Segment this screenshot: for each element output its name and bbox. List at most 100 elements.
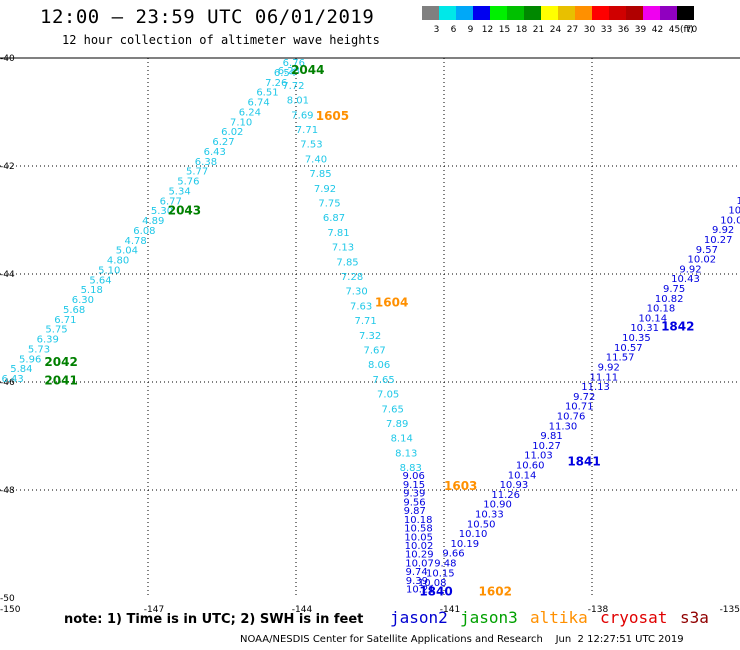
legend-label: 27 — [567, 25, 578, 35]
legend-swatch — [677, 6, 694, 20]
graticule — [0, 58, 740, 598]
lat-tick-label: -46 — [0, 378, 15, 388]
wave-height-label: 7.85 — [309, 169, 331, 180]
time-label: 2043 — [168, 204, 201, 218]
lon-tick-label: -135 — [720, 605, 740, 615]
wave-height-label: 9.87 — [404, 506, 426, 517]
legend-swatch — [592, 6, 609, 20]
legend-swatch — [439, 6, 456, 20]
wave-height-label: 7.89 — [386, 419, 408, 430]
wave-height-label: 7.67 — [363, 346, 385, 357]
wave-height-label: 7.40 — [305, 154, 327, 165]
legend-label: 36 — [618, 25, 630, 35]
wave-height-label: 4.89 — [142, 216, 164, 227]
color-legend: 3 6 9 12 15 18 21 24 27 30 33 36 39 42 45 70(ft) — [422, 6, 697, 35]
time-labels: 2044 2043 2042 2041 1605 1604 1603 1602 1842 1841… — [44, 63, 694, 598]
time-label: 1605 — [316, 109, 349, 123]
wave-height-label: 10.90 — [483, 500, 512, 511]
wave-height-label: 10.29 — [405, 550, 434, 561]
wave-height-label: 9.81 — [540, 431, 562, 442]
wave-height-label: 10.33 — [475, 509, 504, 520]
wave-height-label: 6.76 — [283, 58, 305, 69]
wave-height-label: 6.74 — [248, 98, 270, 109]
wave-height-label: 10.08 — [418, 578, 447, 589]
wave-height-label: 6.08 — [133, 226, 155, 237]
wave-height-label: 10.57 — [614, 343, 643, 354]
legend-label: 18 — [516, 25, 528, 35]
wave-height-label: 6.77 — [160, 196, 182, 207]
time-label: 2042 — [44, 355, 77, 369]
legend-label: 6 — [451, 25, 457, 35]
wave-height-label: 10.19 — [451, 539, 480, 550]
legend-swatch — [473, 6, 490, 20]
note-text: note: 1) Time is in UTC; 2) SWH is in fe… — [64, 612, 364, 627]
lon-tick-label: -138 — [588, 605, 609, 615]
wave-height-label: 5.75 — [45, 325, 67, 336]
wave-height-label: 7.72 — [282, 81, 304, 92]
wave-height-label: 7.75 — [318, 199, 340, 210]
lat-tick-label: -48 — [0, 486, 15, 496]
wave-height-label: 10.14 — [508, 470, 537, 481]
wave-height-label: 9.74 — [405, 567, 427, 578]
wave-height-label: 7.53 — [300, 140, 322, 151]
lon-tick-label: -147 — [144, 605, 164, 615]
legend-label: 21 — [533, 25, 544, 35]
legend-swatch — [558, 6, 575, 20]
legend-label: 9 — [468, 25, 474, 35]
wave-height-label: 7.81 — [327, 228, 349, 239]
wave-height-label: 10.82 — [655, 294, 684, 305]
legend-unit: (ft) — [680, 25, 694, 35]
wave-height-label: 8.13 — [395, 448, 417, 459]
wave-height-label: 10.58 — [404, 524, 433, 535]
wave-height-label: 7.69 — [291, 110, 313, 121]
legend-swatch — [575, 6, 592, 20]
wave-height-label: 4.80 — [107, 256, 129, 267]
wave-height-label: 10.27 — [532, 441, 561, 452]
wave-height-label: 7.65 — [373, 375, 395, 386]
wave-height-label: 7.10 — [230, 117, 252, 128]
lat-tick-label: -50 — [0, 594, 15, 604]
satellite-tracks: 6.435.845.965.736.395.756.715.686.305.18… — [1, 58, 740, 595]
wave-height-label: 10.71 — [565, 402, 594, 413]
wave-height-label: 10.93 — [500, 480, 529, 491]
legend-label: 45 — [669, 25, 680, 35]
wave-height-label: 11.57 — [606, 353, 635, 364]
wave-height-label: 7.13 — [332, 243, 354, 254]
wave-height-label: 9.39 — [406, 576, 428, 587]
wave-height-label: 5.76 — [177, 177, 199, 188]
wave-height-label: 5.18 — [81, 285, 103, 296]
legend-swatch — [609, 6, 626, 20]
legend-swatch — [626, 6, 643, 20]
wave-height-label: 4.78 — [125, 236, 147, 247]
wave-height-label: 6.51 — [256, 88, 278, 99]
wave-height-label: 7.32 — [359, 331, 381, 342]
wave-height-label: 6.02 — [221, 127, 243, 138]
wave-height-label: 9.72 — [573, 392, 595, 403]
time-label: 2041 — [44, 374, 77, 388]
wave-height-label: 8.83 — [400, 463, 422, 474]
time-label: 1842 — [661, 320, 694, 334]
wave-height-label: 9.66 — [442, 549, 464, 560]
wave-height-label: 6.43 — [204, 147, 226, 158]
wave-height-label: 5.84 — [10, 364, 32, 375]
footer-credit: NOAA/NESDIS Center for Satellite Applica… — [240, 634, 684, 645]
legend-swatch — [643, 6, 660, 20]
time-label: 1603 — [444, 479, 477, 493]
track-jason2-a: 6.435.845.965.736.395.756.715.686.305.18… — [1, 58, 304, 385]
wave-height-label: 5.10 — [98, 265, 120, 276]
wave-height-label: 7.05 — [377, 390, 399, 401]
wave-height-label: 9.75 — [663, 284, 685, 295]
wave-height-label: 11.26 — [491, 490, 520, 501]
time-label: 1840 — [419, 584, 452, 598]
satellite-jason2: jason2 — [390, 608, 448, 627]
legend-label: 3 — [434, 25, 440, 35]
wave-height-label: 10.02 — [720, 215, 740, 226]
legend-label: 70 — [686, 25, 698, 35]
wave-height-label: 5.73 — [28, 344, 50, 355]
wave-height-label: 9.48 — [434, 559, 456, 570]
satellite-s3a: s3a — [680, 608, 709, 627]
wave-height-label: 9.39 — [403, 489, 425, 500]
wave-height-label: 10.35 — [622, 333, 651, 344]
wave-height-label: 8.06 — [368, 360, 390, 371]
